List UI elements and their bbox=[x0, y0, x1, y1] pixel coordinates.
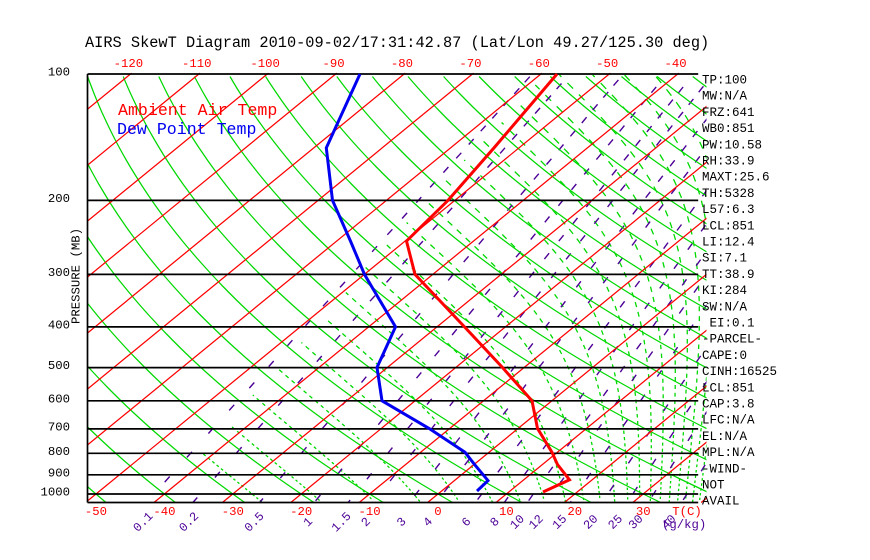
svg-text:TT:38.9: TT:38.9 bbox=[702, 268, 755, 282]
svg-text:20: 20 bbox=[567, 505, 582, 519]
svg-text:CAP:3.8: CAP:3.8 bbox=[702, 398, 755, 412]
svg-text:800: 800 bbox=[48, 445, 70, 459]
svg-text:KI:284: KI:284 bbox=[702, 284, 747, 298]
svg-text:MW:N/A: MW:N/A bbox=[702, 90, 748, 104]
svg-text:(g/kg): (g/kg) bbox=[662, 518, 706, 532]
svg-text:NOT: NOT bbox=[702, 479, 725, 493]
svg-text:-10: -10 bbox=[359, 505, 381, 519]
svg-text:-40: -40 bbox=[665, 57, 687, 71]
svg-text:TP:100: TP:100 bbox=[702, 74, 747, 88]
svg-text:-WIND-: -WIND- bbox=[702, 462, 747, 476]
svg-text:-PARCEL-: -PARCEL- bbox=[702, 333, 762, 347]
svg-text:600: 600 bbox=[48, 392, 70, 406]
svg-text:-40: -40 bbox=[153, 505, 175, 519]
svg-text:-120: -120 bbox=[114, 57, 144, 71]
svg-text:AIRS SkewT Diagram 2010-09-02/: AIRS SkewT Diagram 2010-09-02/17:31:42.8… bbox=[85, 34, 709, 52]
svg-text:700: 700 bbox=[48, 420, 70, 434]
svg-text:RH:33.9: RH:33.9 bbox=[702, 155, 755, 169]
svg-text:LCL:851: LCL:851 bbox=[702, 219, 755, 233]
svg-text:MPL:N/A: MPL:N/A bbox=[702, 446, 755, 460]
svg-text:200: 200 bbox=[48, 192, 70, 206]
svg-text:300: 300 bbox=[48, 266, 70, 280]
svg-text:0: 0 bbox=[434, 505, 441, 519]
svg-text:1000: 1000 bbox=[40, 486, 70, 500]
svg-text:PW:10.58: PW:10.58 bbox=[702, 138, 762, 152]
svg-text:10: 10 bbox=[499, 505, 514, 519]
svg-text:-50: -50 bbox=[596, 57, 618, 71]
svg-text:LI:12.4: LI:12.4 bbox=[702, 236, 755, 250]
svg-text:-50: -50 bbox=[85, 505, 107, 519]
svg-text:LFC:N/A: LFC:N/A bbox=[702, 414, 755, 428]
svg-text:-110: -110 bbox=[182, 57, 212, 71]
svg-text:AVAIL: AVAIL bbox=[702, 495, 740, 509]
svg-text:LCL:851: LCL:851 bbox=[702, 381, 755, 395]
svg-text:EI:0.1: EI:0.1 bbox=[702, 317, 755, 331]
svg-text:100: 100 bbox=[48, 66, 70, 80]
svg-text:EL:N/A: EL:N/A bbox=[702, 430, 748, 444]
svg-text:30: 30 bbox=[636, 505, 651, 519]
svg-text:FRZ:641: FRZ:641 bbox=[702, 106, 755, 120]
svg-text:500: 500 bbox=[48, 359, 70, 373]
svg-text:SW:N/A: SW:N/A bbox=[702, 300, 748, 314]
svg-text:PRESSURE (MB): PRESSURE (MB) bbox=[70, 228, 84, 324]
svg-text:WB0:851: WB0:851 bbox=[702, 122, 755, 136]
svg-text:900: 900 bbox=[48, 466, 70, 480]
svg-text:Dew Point Temp: Dew Point Temp bbox=[117, 120, 256, 139]
svg-text:TH:5328: TH:5328 bbox=[702, 187, 755, 201]
svg-text:-90: -90 bbox=[323, 57, 345, 71]
svg-text:-100: -100 bbox=[250, 57, 280, 71]
svg-text:T(C): T(C) bbox=[672, 505, 702, 519]
svg-text:CINH:16525: CINH:16525 bbox=[702, 365, 777, 379]
svg-text:MAXT:25.6: MAXT:25.6 bbox=[702, 171, 770, 185]
svg-text:SI:7.1: SI:7.1 bbox=[702, 252, 747, 266]
svg-text:400: 400 bbox=[48, 318, 70, 332]
svg-text:-20: -20 bbox=[290, 505, 312, 519]
svg-text:Ambient Air Temp: Ambient Air Temp bbox=[118, 101, 277, 120]
svg-text:-70: -70 bbox=[459, 57, 481, 71]
svg-text:-30: -30 bbox=[222, 505, 244, 519]
svg-text:L57:6.3: L57:6.3 bbox=[702, 203, 755, 217]
svg-text:-80: -80 bbox=[391, 57, 413, 71]
svg-text:CAPE:0: CAPE:0 bbox=[702, 349, 747, 363]
svg-text:-60: -60 bbox=[528, 57, 550, 71]
